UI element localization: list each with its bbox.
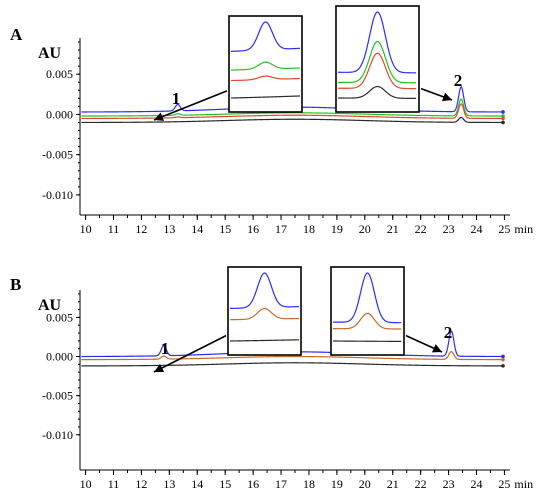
x-tick-label: 11 — [108, 477, 120, 491]
arrow-line — [154, 91, 227, 120]
x-tick-label: 17 — [275, 477, 287, 491]
x-tick-label: 21 — [387, 222, 399, 236]
y-tick-label: 0.000 — [46, 350, 73, 364]
x-tick-label: 12 — [135, 222, 147, 236]
x-tick-label: 14 — [191, 477, 203, 491]
y-tick-label: -0.005 — [42, 148, 73, 162]
x-tick-label: 22 — [415, 477, 427, 491]
x-tick-label: 20 — [359, 477, 371, 491]
y-tick-label: 0.005 — [46, 310, 73, 324]
series-end-marker — [501, 358, 505, 362]
x-tick-label: 13 — [163, 477, 175, 491]
series-end-marker — [501, 364, 505, 368]
peak-label: 2 — [454, 71, 463, 90]
y-tick-label: 0.000 — [46, 107, 73, 121]
x-tick-label: 23 — [443, 477, 455, 491]
x-tick-label: 17 — [275, 222, 287, 236]
x-tick-label: 16 — [247, 222, 259, 236]
inset-frame — [228, 267, 301, 355]
x-tick-label: 25 — [498, 477, 510, 491]
y-axis-label: AU — [38, 45, 62, 62]
series-end-marker — [501, 355, 505, 359]
y-tick-label: -0.005 — [42, 389, 73, 403]
x-tick-label: 10 — [80, 222, 92, 236]
series-end-marker — [501, 121, 505, 125]
x-tick-label: 22 — [415, 222, 427, 236]
x-tick-label: 16 — [247, 477, 259, 491]
x-tick-label: 13 — [163, 222, 175, 236]
y-tick-label: -0.010 — [42, 188, 73, 202]
peak-label: 2 — [444, 323, 453, 342]
inset-frame — [336, 6, 419, 112]
zoom-inset — [336, 6, 452, 112]
y-tick-label: -0.010 — [42, 428, 73, 442]
x-tick-label: 15 — [219, 477, 231, 491]
x-tick-label: 25 — [498, 222, 510, 236]
x-tick-label: 18 — [303, 222, 315, 236]
x-tick-label: 24 — [470, 477, 482, 491]
series-end-marker — [501, 117, 505, 121]
x-tick-label: 15 — [219, 222, 231, 236]
x-tick-label: 23 — [443, 222, 455, 236]
peak-label: 1 — [161, 339, 170, 358]
x-tick-label: 19 — [331, 477, 343, 491]
x-tick-label: 21 — [387, 477, 399, 491]
x-axis-label: min — [514, 222, 533, 236]
series-end-marker — [501, 110, 505, 114]
series-line — [81, 363, 503, 366]
panel-letter: A — [10, 25, 23, 44]
panel-letter: B — [10, 275, 21, 294]
x-tick-label: 18 — [303, 477, 315, 491]
y-tick-label: 0.005 — [46, 67, 73, 81]
x-axis-label: min — [514, 477, 533, 491]
zoom-inset — [331, 267, 442, 355]
x-tick-label: 10 — [80, 477, 92, 491]
x-tick-label: 20 — [359, 222, 371, 236]
peak-label: 1 — [172, 89, 181, 108]
x-tick-label: 19 — [331, 222, 343, 236]
x-tick-label: 11 — [108, 222, 120, 236]
x-tick-label: 12 — [135, 477, 147, 491]
x-tick-label: 24 — [470, 222, 482, 236]
x-tick-label: 14 — [191, 222, 203, 236]
